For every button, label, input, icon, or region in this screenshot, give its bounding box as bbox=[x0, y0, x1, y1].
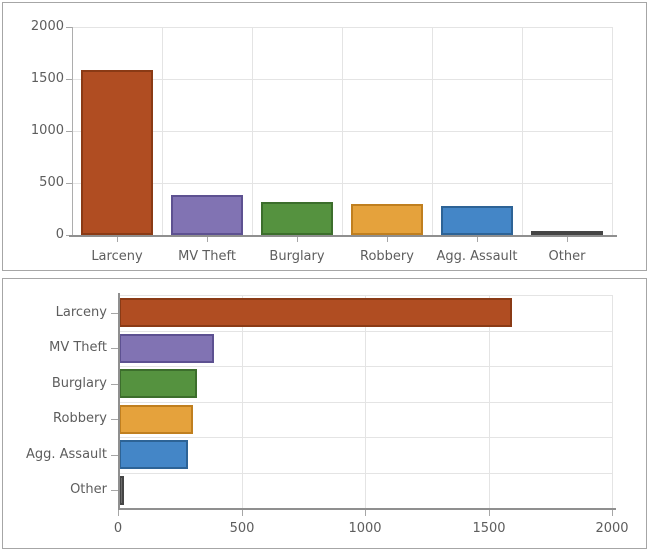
y-axis-tick-label: 2000 bbox=[30, 19, 64, 34]
y-axis-line bbox=[118, 293, 120, 508]
x-tick-mark bbox=[242, 510, 243, 516]
x-tick-mark bbox=[567, 237, 568, 242]
x-axis-line bbox=[118, 508, 616, 510]
x-tick-mark bbox=[117, 237, 118, 242]
category-label-burglary: Burglary bbox=[51, 376, 107, 391]
bar-other[interactable] bbox=[531, 231, 603, 235]
y-tick-mark bbox=[111, 384, 118, 385]
column-gridline bbox=[162, 27, 163, 235]
y-tick-mark bbox=[66, 27, 72, 28]
x-tick-mark bbox=[477, 237, 478, 242]
plot-right-edge bbox=[612, 27, 613, 235]
y-axis-tick-label: 1000 bbox=[30, 123, 64, 138]
bar-burglary[interactable] bbox=[119, 369, 197, 398]
category-label-other: Other bbox=[70, 482, 107, 497]
x-axis-line bbox=[69, 235, 617, 237]
category-label-larceny: Larceny bbox=[91, 249, 143, 264]
x-axis-tick-label: 1000 bbox=[348, 521, 382, 536]
y-axis-tick-label: 0 bbox=[55, 227, 64, 242]
category-label-agg-assault: Agg. Assault bbox=[25, 447, 107, 462]
bar-mv-theft[interactable] bbox=[119, 334, 214, 363]
x-axis-tick-label: 0 bbox=[113, 521, 123, 536]
category-label-mv-theft: MV Theft bbox=[49, 340, 107, 355]
y-tick-mark bbox=[111, 490, 118, 491]
x-axis-tick-label: 500 bbox=[229, 521, 255, 536]
y-tick-mark bbox=[111, 455, 118, 456]
bar-burglary[interactable] bbox=[261, 202, 333, 235]
bar-agg-assault[interactable] bbox=[119, 440, 188, 469]
bar-mv-theft[interactable] bbox=[171, 195, 243, 235]
x-tick-mark bbox=[365, 510, 366, 516]
bar-robbery[interactable] bbox=[351, 204, 423, 235]
x-tick-mark bbox=[118, 510, 119, 516]
y-tick-mark bbox=[111, 313, 118, 314]
category-label-robbery: Robbery bbox=[53, 411, 107, 426]
y-tick-mark bbox=[66, 131, 72, 132]
x-gridline bbox=[489, 295, 490, 508]
x-gridline bbox=[365, 295, 366, 508]
bar-larceny[interactable] bbox=[119, 298, 512, 327]
column-gridline bbox=[522, 27, 523, 235]
column-gridline bbox=[342, 27, 343, 235]
x-tick-mark bbox=[489, 510, 490, 516]
vertical-bar-chart-panel: 0 500 1000 1500 2000 Larceny MV Theft Burglary R… bbox=[2, 2, 647, 271]
category-label-larceny: Larceny bbox=[55, 305, 107, 320]
x-tick-mark bbox=[612, 510, 613, 516]
y-tick-mark bbox=[111, 348, 118, 349]
bar-larceny[interactable] bbox=[81, 70, 153, 235]
x-tick-mark bbox=[207, 237, 208, 242]
x-gridline bbox=[242, 295, 243, 508]
x-axis-tick-label: 2000 bbox=[595, 521, 629, 536]
category-label-mv-theft: MV Theft bbox=[178, 249, 236, 264]
bar-agg-assault[interactable] bbox=[441, 206, 513, 235]
bar-other[interactable] bbox=[119, 476, 124, 505]
bar-robbery[interactable] bbox=[119, 405, 193, 434]
y-tick-mark bbox=[66, 183, 72, 184]
category-label-other: Other bbox=[548, 249, 586, 264]
category-label-robbery: Robbery bbox=[360, 249, 414, 264]
x-tick-mark bbox=[297, 237, 298, 242]
horizontal-bar-chart-panel: 0 500 1000 1500 2000 Larceny MV Theft Burglary R… bbox=[2, 278, 647, 549]
column-gridline bbox=[252, 27, 253, 235]
category-label-agg-assault: Agg. Assault bbox=[436, 249, 518, 264]
x-gridline bbox=[612, 295, 613, 508]
column-gridline bbox=[432, 27, 433, 235]
y-axis-tick-label: 1500 bbox=[30, 71, 64, 86]
x-tick-mark bbox=[387, 237, 388, 242]
y-tick-mark bbox=[111, 419, 118, 420]
y-axis-line bbox=[72, 27, 73, 235]
x-axis-tick-label: 1500 bbox=[472, 521, 506, 536]
y-axis-tick-label: 500 bbox=[39, 175, 64, 190]
y-tick-mark bbox=[66, 79, 72, 80]
category-label-burglary: Burglary bbox=[269, 249, 325, 264]
